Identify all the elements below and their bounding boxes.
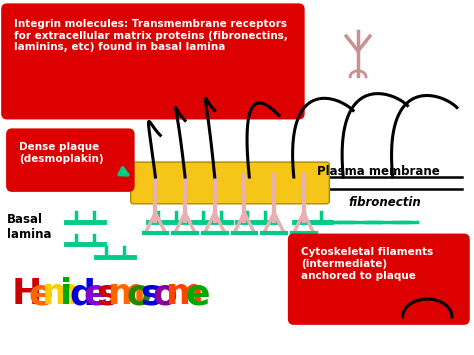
FancyBboxPatch shape <box>131 162 329 204</box>
Text: Dense plaque
(desmoplakin): Dense plaque (desmoplakin) <box>19 142 104 164</box>
Text: m: m <box>166 277 204 311</box>
Text: i: i <box>61 277 73 311</box>
FancyBboxPatch shape <box>288 234 470 325</box>
Text: o: o <box>153 277 177 311</box>
Text: Plasma membrane: Plasma membrane <box>317 165 439 178</box>
Text: Basal
lamina: Basal lamina <box>7 213 52 241</box>
Text: m: m <box>108 277 146 311</box>
Text: Integrin molecules: Transmembrane receptors
for extracellular matrix proteins (f: Integrin molecules: Transmembrane recept… <box>14 19 288 53</box>
Text: Cytoskeletal filaments
(intermediate)
anchored to plaque: Cytoskeletal filaments (intermediate) an… <box>301 247 433 281</box>
Text: o: o <box>127 277 152 311</box>
Text: e: e <box>83 277 108 311</box>
Text: e: e <box>185 277 210 311</box>
Text: e: e <box>29 277 54 311</box>
FancyBboxPatch shape <box>1 4 305 120</box>
Text: s: s <box>96 277 118 311</box>
Text: s: s <box>141 277 162 311</box>
Text: d: d <box>69 277 95 311</box>
Text: H: H <box>12 277 43 311</box>
Text: m: m <box>42 277 79 311</box>
FancyBboxPatch shape <box>6 129 135 192</box>
Text: fibronectin: fibronectin <box>348 196 421 209</box>
